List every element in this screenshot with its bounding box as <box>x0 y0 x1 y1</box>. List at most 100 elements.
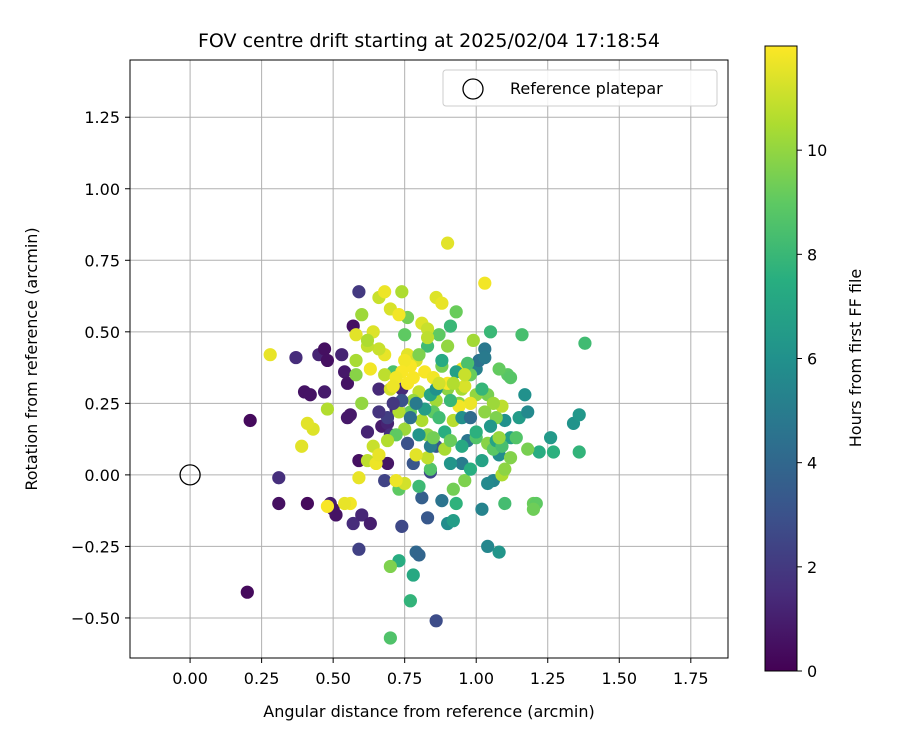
data-point <box>492 431 506 445</box>
data-point <box>378 474 392 488</box>
data-point <box>272 471 286 485</box>
data-point <box>395 519 409 533</box>
data-point <box>463 411 478 425</box>
data-point <box>475 502 489 516</box>
y-tick-label: 1.25 <box>84 108 120 127</box>
data-point <box>317 342 332 356</box>
data-point <box>389 474 403 488</box>
data-point <box>409 448 423 462</box>
data-point <box>463 396 478 410</box>
y-tick-label: 0.25 <box>84 394 120 413</box>
data-point <box>412 479 426 493</box>
data-point <box>455 439 469 453</box>
data-point <box>386 396 400 410</box>
data-point <box>337 496 352 511</box>
x-tick-label: 1.25 <box>530 669 566 688</box>
y-tick-label: −0.25 <box>71 537 120 556</box>
colorbar-tick-label: 8 <box>807 245 817 264</box>
data-point <box>400 436 415 451</box>
x-tick-label: 1.75 <box>673 669 709 688</box>
y-tick-label: 1.00 <box>84 180 120 199</box>
data-point <box>383 631 397 645</box>
data-point <box>392 308 406 322</box>
data-point <box>300 496 314 511</box>
colorbar-tick-label: 10 <box>807 141 827 160</box>
legend: Reference platepar <box>442 69 718 107</box>
colorbar: 0 2 4 6 8 10 Hours from first FF file <box>764 45 865 681</box>
y-tick-label: 0.50 <box>84 323 120 342</box>
data-point <box>400 376 415 390</box>
data-point <box>478 350 492 365</box>
data-point <box>372 382 386 396</box>
data-point <box>403 594 418 608</box>
data-point <box>240 585 254 599</box>
data-point <box>432 376 446 390</box>
data-point <box>443 319 458 333</box>
data-point <box>289 350 303 365</box>
data-point <box>303 388 317 402</box>
data-point <box>458 379 472 393</box>
data-point <box>544 431 558 445</box>
data-point <box>352 285 366 299</box>
data-point <box>380 456 395 471</box>
colorbar-tick-label: 0 <box>807 662 817 681</box>
y-tick-label: −0.50 <box>71 609 120 628</box>
data-point <box>481 539 495 554</box>
reference-platepar-marker <box>179 464 201 486</box>
data-point <box>349 328 363 342</box>
data-point <box>469 425 483 439</box>
data-point <box>483 419 498 433</box>
data-point <box>503 451 518 465</box>
data-point <box>360 333 375 348</box>
plot-area <box>130 60 728 658</box>
data-point <box>443 433 458 448</box>
chart-title: FOV centre drift starting at 2025/02/04 … <box>198 30 660 52</box>
data-point <box>406 568 420 582</box>
data-point <box>383 559 397 574</box>
data-point <box>372 342 386 356</box>
data-point <box>349 353 363 368</box>
data-point <box>475 382 489 396</box>
data-point <box>521 442 535 456</box>
x-tick-label: 0.25 <box>244 669 280 688</box>
data-point <box>320 499 335 513</box>
data-point <box>403 411 418 425</box>
data-point <box>478 405 492 419</box>
data-point <box>372 448 386 462</box>
data-point <box>426 431 440 445</box>
data-point <box>435 494 449 508</box>
data-point <box>337 365 352 379</box>
data-point <box>478 276 492 290</box>
data-point <box>412 428 426 442</box>
data-points <box>240 236 592 645</box>
data-point <box>415 491 429 505</box>
data-point <box>355 508 369 522</box>
data-point <box>363 516 377 531</box>
data-point <box>432 328 446 342</box>
colorbar-ticks: 0 2 4 6 8 10 <box>797 141 827 681</box>
data-point <box>243 413 257 428</box>
data-point <box>317 385 332 399</box>
data-point <box>498 462 512 476</box>
x-tick-label: 1.50 <box>601 669 637 688</box>
data-point <box>295 439 309 453</box>
data-point <box>386 379 400 393</box>
data-point <box>578 336 592 350</box>
data-point <box>420 511 435 525</box>
colorbar-gradient <box>764 45 798 672</box>
data-point <box>546 445 561 459</box>
data-point <box>435 296 449 310</box>
data-point <box>263 348 277 362</box>
legend-entry-label: Reference platepar <box>510 79 663 98</box>
data-point <box>346 516 360 531</box>
data-point <box>440 339 455 353</box>
data-point <box>412 548 426 562</box>
data-point <box>329 508 343 522</box>
data-point <box>335 348 349 362</box>
x-axis-ticks: 0.00 0.25 0.50 0.75 1.00 1.25 1.50 1.75 <box>172 658 709 688</box>
data-point <box>420 330 435 345</box>
y-axis-label: Rotation from reference (arcmin) <box>22 227 41 490</box>
data-point <box>521 405 535 419</box>
data-point <box>483 325 498 339</box>
